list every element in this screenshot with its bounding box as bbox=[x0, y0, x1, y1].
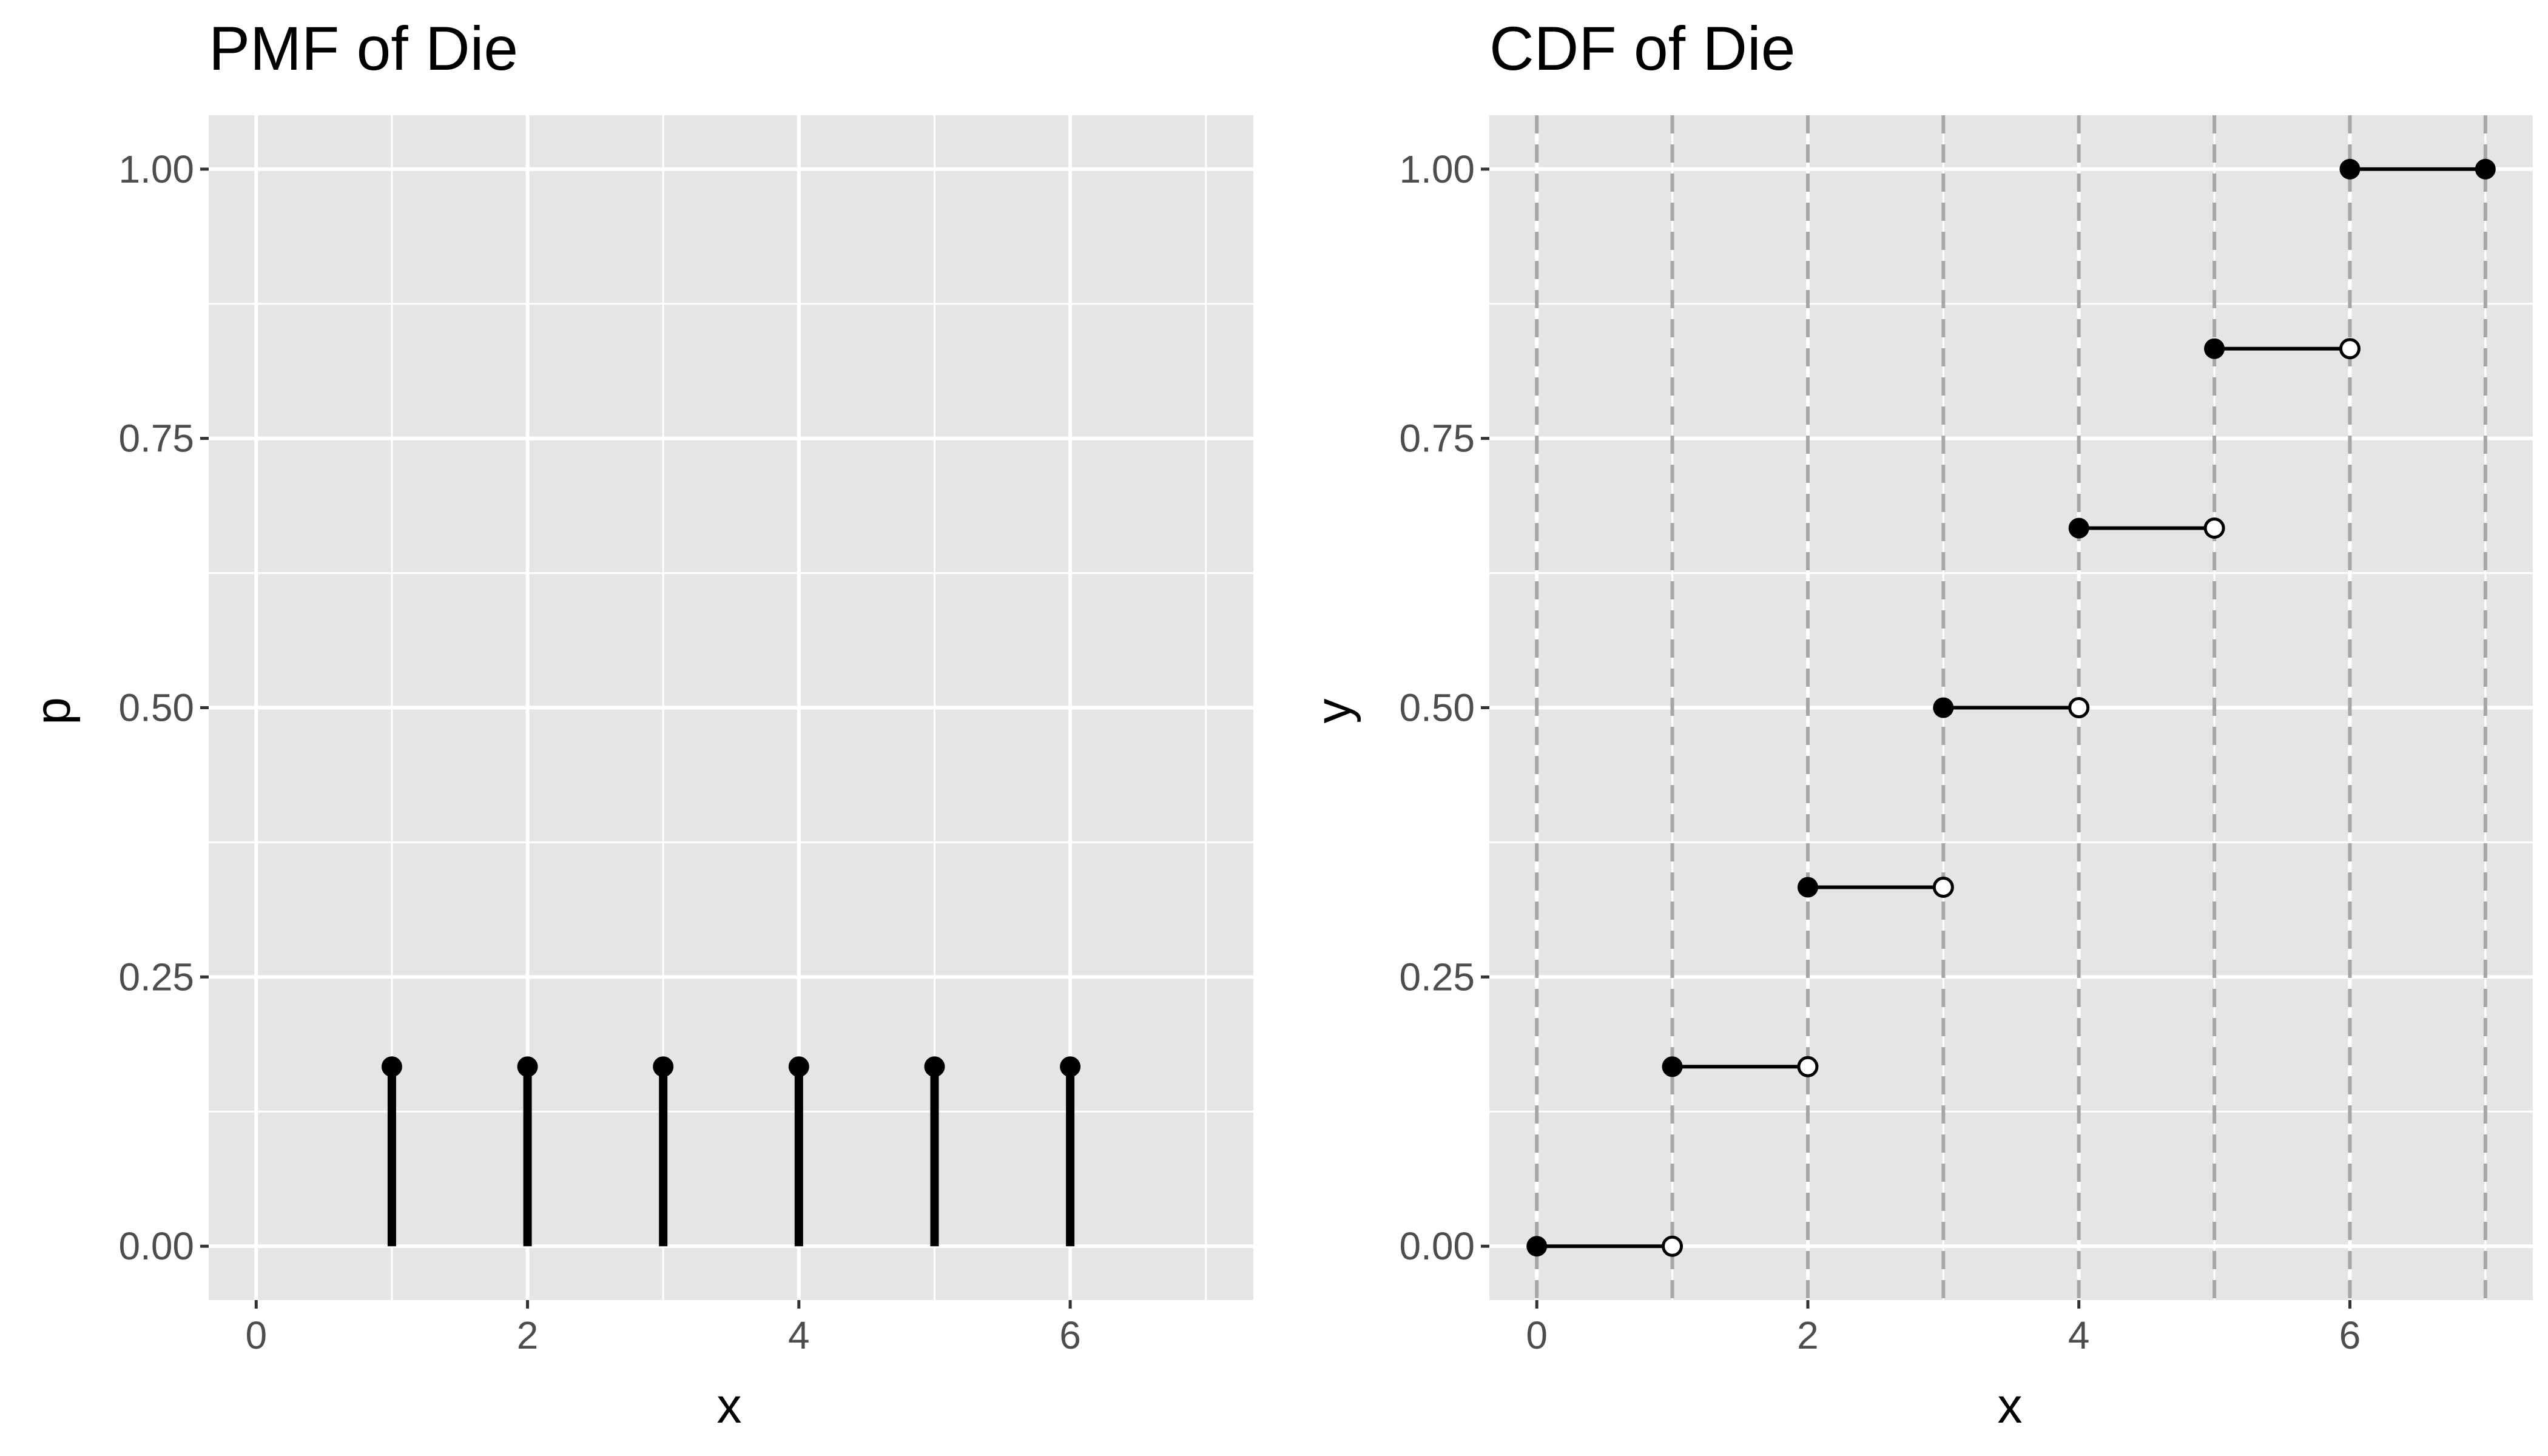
pmf-point bbox=[517, 1056, 538, 1077]
pmf-y-tick-label: 1.00 bbox=[118, 147, 194, 191]
cdf-x-tick-label: 6 bbox=[2339, 1313, 2361, 1357]
pmf-point bbox=[924, 1056, 945, 1077]
cdf-closed-point bbox=[2475, 158, 2496, 180]
pmf-panel: 0 2 4 6 0.00 0.25 0.50 0.75 1.00 PMF of Die x p bbox=[25, 14, 1253, 1434]
pmf-title: PMF of Die bbox=[209, 14, 518, 83]
pmf-point bbox=[1060, 1056, 1081, 1077]
pmf-point bbox=[381, 1056, 402, 1077]
cdf-closed-point bbox=[1526, 1236, 1548, 1257]
cdf-closed-point bbox=[1797, 877, 1818, 898]
cdf-y-tick-label: 0.75 bbox=[1399, 417, 1475, 460]
pmf-x-axis-title: x bbox=[717, 1378, 742, 1434]
cdf-y-tick-label: 0.00 bbox=[1399, 1224, 1475, 1268]
cdf-closed-point bbox=[1933, 697, 1954, 718]
cdf-y-tick-label: 0.25 bbox=[1399, 955, 1475, 999]
pmf-y-axis-title: p bbox=[25, 697, 81, 725]
pmf-point bbox=[788, 1056, 809, 1077]
cdf-open-point bbox=[1932, 876, 1954, 898]
pmf-plot-area: 0 2 4 6 0.00 0.25 0.50 0.75 1.00 bbox=[118, 115, 1253, 1357]
pmf-y-tick-label: 0.25 bbox=[118, 955, 194, 999]
cdf-x-axis-title: x bbox=[1998, 1378, 2023, 1434]
cdf-panel: 0 2 4 6 0.00 0.25 0.50 0.75 1.00 CDF of Die x y bbox=[1306, 14, 2533, 1434]
pmf-x-tick-label: 6 bbox=[1059, 1313, 1081, 1357]
cdf-open-point bbox=[2339, 338, 2361, 360]
cdf-open-point bbox=[1797, 1056, 1819, 1077]
cdf-plot-area: 0 2 4 6 0.00 0.25 0.50 0.75 1.00 bbox=[1399, 115, 2533, 1357]
cdf-closed-point bbox=[1662, 1056, 1683, 1077]
cdf-x-tick-label: 4 bbox=[2068, 1313, 2090, 1357]
cdf-closed-point bbox=[2339, 158, 2361, 180]
pmf-point bbox=[653, 1056, 674, 1077]
pmf-x-tick-label: 0 bbox=[245, 1313, 267, 1357]
cdf-title: CDF of Die bbox=[1489, 14, 1795, 83]
cdf-x-tick-label: 2 bbox=[1797, 1313, 1819, 1357]
pmf-x-tick-label: 4 bbox=[788, 1313, 810, 1357]
pmf-x-tick-label: 2 bbox=[517, 1313, 539, 1357]
pmf-y-tick-label: 0.50 bbox=[118, 686, 194, 730]
cdf-closed-point bbox=[2204, 338, 2225, 359]
cdf-open-point bbox=[1662, 1235, 1684, 1257]
pmf-y-tick-label: 0.75 bbox=[118, 417, 194, 460]
cdf-open-point bbox=[2203, 517, 2225, 539]
pmf-y-tick-label: 0.00 bbox=[118, 1224, 194, 1268]
cdf-y-axis-title: y bbox=[1306, 699, 1361, 724]
cdf-open-point bbox=[2068, 697, 2090, 718]
cdf-y-tick-label: 0.50 bbox=[1399, 686, 1475, 730]
cdf-y-tick-label: 1.00 bbox=[1399, 147, 1475, 191]
cdf-x-tick-label: 0 bbox=[1526, 1313, 1548, 1357]
cdf-closed-point bbox=[2068, 517, 2089, 539]
